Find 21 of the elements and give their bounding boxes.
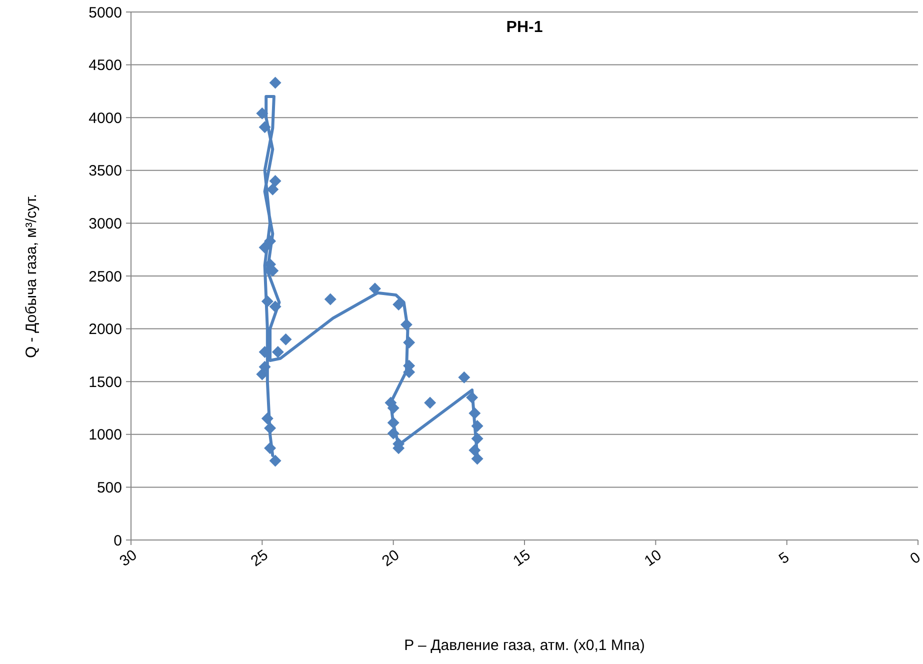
y-tick-label: 3500 [88, 162, 122, 180]
y-tick-label: 0 [114, 532, 122, 550]
x-axis-title: P – Давление газа, атм. (х0,1 Мпа) [404, 637, 645, 654]
y-tick-label: 1000 [88, 426, 122, 444]
x-tick-label: 15 [510, 546, 534, 570]
y-axis-title: Q - Добыча газа, м³/сут. [23, 194, 40, 358]
y-tick-label: 5000 [88, 4, 122, 22]
x-tick-label: 0 [907, 548, 923, 568]
x-tick-label: 25 [248, 546, 272, 570]
x-tick-label: 30 [116, 546, 140, 570]
x-tick-label: 20 [379, 546, 402, 570]
y-tick-label: 2500 [88, 268, 122, 286]
x-tick-label: 5 [776, 548, 793, 568]
y-tick-label: 3000 [88, 215, 122, 232]
chart-title: РН-1 [506, 19, 543, 36]
y-tick-label: 2000 [88, 321, 122, 338]
y-tick-label: 500 [96, 479, 122, 496]
x-tick-label: 10 [641, 546, 665, 570]
y-tick-label: 1500 [88, 374, 122, 391]
y-tick-label: 4000 [88, 110, 122, 127]
y-tick-label: 4500 [88, 57, 122, 74]
